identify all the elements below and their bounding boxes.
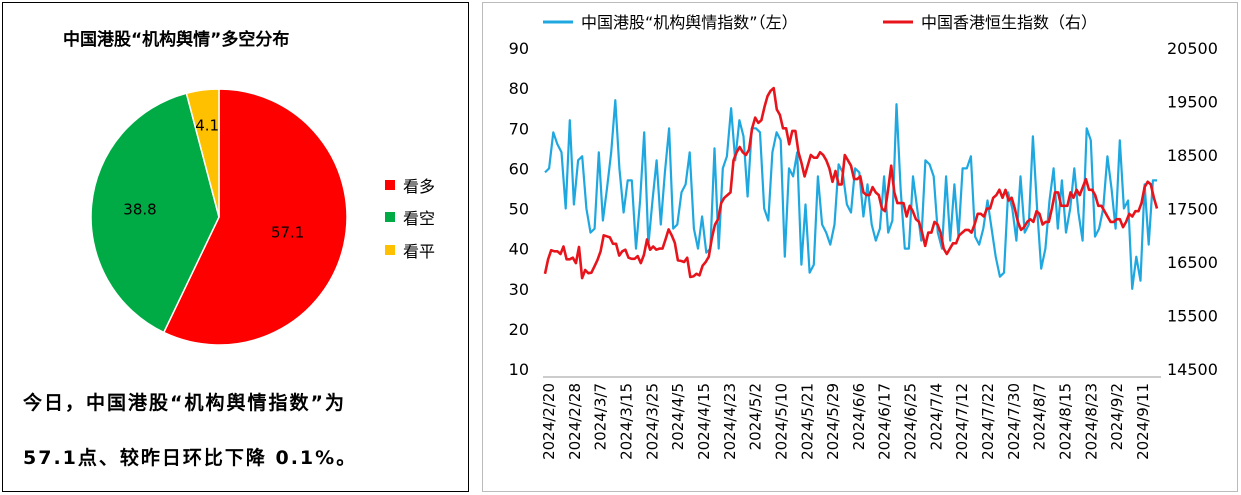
x-tick-label: 2024/6/17 [876,383,894,460]
pie-label-neutral: 4.1 [195,117,219,135]
x-tick-label: 2024/5/29 [824,383,842,460]
x-tick-label: 2024/5/21 [798,383,816,460]
legend-label-neutral: 看平 [403,242,436,261]
x-tick-label: 2024/8/15 [1057,383,1075,460]
y-left-tick-label: 30 [509,280,529,299]
x-tick-label: 2024/9/2 [1108,383,1126,450]
y-left-tick-label: 80 [509,79,529,98]
summary-line-2: 57.1点、较昨日环比下降 0.1%。 [23,447,358,469]
legend-label-bullish: 看多 [403,177,436,196]
legend-label-hang-seng: 中国香港恒生指数（右） [921,13,1097,32]
summary-line-1: 今日，中国港股“机构舆情指数”为 [23,392,346,414]
y-left-tick-label: 70 [509,119,529,138]
y-right-tick-label: 14500 [1167,360,1218,379]
y-left-tick-label: 50 [509,200,529,219]
y-right-tick-label: 15500 [1167,307,1218,326]
x-tick-label: 2024/2/20 [540,383,558,460]
pie-label-bearish: 38.8 [123,201,156,219]
x-tick-label: 2024/2/28 [566,383,584,460]
legend-bearish: 看空 [385,205,435,229]
x-tick-label: 2024/5/2 [747,383,765,450]
legend-swatch-bullish [385,180,395,190]
x-tick-label: 2024/3/7 [592,383,610,450]
pie-label-bullish: 57.1 [271,224,304,242]
y-left-tick-label: 60 [509,159,529,178]
x-tick-label: 2024/6/25 [902,383,920,460]
x-tick-label: 2024/9/11 [1134,383,1152,460]
pie-slice-bullish [162,88,348,346]
pie-slice-neutral [185,88,220,218]
x-tick-label: 2024/7/4 [927,383,945,450]
x-tick-label: 2024/3/15 [617,383,635,460]
pie-title: 中国港股“机构舆情”多空分布 [63,30,290,50]
pie-panel: 中国港股“机构舆情”多空分布 57.1 38.8 4.1 看多 看空 看平 今日，中… [2,2,469,492]
line-chart-panel: 10 20 30 40 50 60 70 80 90 14500 15500 16500 17500 18… [482,2,1238,492]
x-tick-label: 2024/7/30 [1005,383,1023,460]
x-tick-label: 2024/6/6 [850,383,868,450]
legend-label-sentiment: 中国港股“机构舆情指数”（左） [581,13,798,32]
legend-label-bearish: 看空 [403,209,436,228]
x-tick-label: 2024/4/5 [669,383,687,450]
pie-chart: 57.1 38.8 4.1 [90,88,348,346]
hang-seng-line [543,86,1159,280]
y-left-tick-label: 10 [509,360,529,379]
y-right-tick-label: 19500 [1167,93,1218,112]
y-left-tick-label: 20 [509,320,529,339]
legend-neutral: 看平 [385,238,435,262]
pie-slice-bearish [90,92,220,334]
y-right-tick-label: 20500 [1167,39,1218,58]
x-tick-label: 2024/8/23 [1082,383,1100,460]
line-chart: 10 20 30 40 50 60 70 80 90 14500 15500 16500 17500 18… [509,13,1218,460]
x-tick-label: 2024/7/22 [979,383,997,460]
y-right-tick-label: 17500 [1167,200,1218,219]
legend-swatch-neutral [385,245,395,255]
x-tick-label: 2024/5/10 [772,383,790,460]
x-tick-label: 2024/7/12 [953,383,971,460]
y-right-tick-label: 18500 [1167,146,1218,165]
y-left-tick-label: 40 [509,240,529,259]
y-right-tick-label: 16500 [1167,253,1218,272]
y-left-tick-label: 90 [509,39,529,58]
x-tick-label: 2024/4/15 [695,383,713,460]
legend-bullish: 看多 [385,173,435,197]
x-tick-label: 2024/3/25 [643,383,661,460]
sentiment-index-line [544,99,1157,290]
legend-swatch-bearish [385,212,395,222]
x-tick-label: 2024/4/23 [721,383,739,460]
x-tick-label: 2024/8/7 [1031,383,1049,450]
